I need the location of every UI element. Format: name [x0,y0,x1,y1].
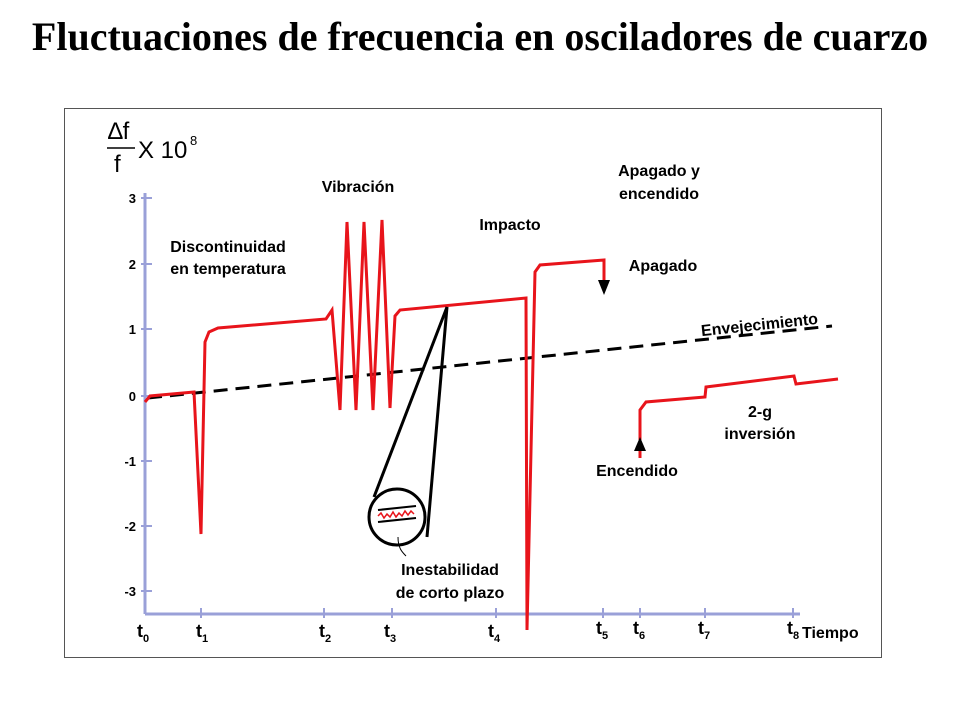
x-tick-label-t7: t7 [698,618,710,642]
label-temperature-line1: Discontinuidad [170,239,286,256]
x-tick-label-t1: t1 [196,621,208,645]
label-on: Encendido [596,463,678,480]
trace-temperature-vibration [143,219,392,535]
y-tick-label: 0 [129,389,136,404]
zoom-bound-upper [377,505,417,511]
zoom-cone-left [372,306,449,498]
frequency-trace [143,219,839,631]
label-inversion-line2: inversión [724,426,795,443]
y-tick-label: -1 [124,454,136,469]
y-ticks: 3 2 1 0 -1 -2 -3 [124,191,152,599]
y-tick-label: -2 [124,519,136,534]
x-tick-label-t4: t4 [488,621,501,645]
aging-line [147,324,833,400]
x-tick-label-t5: t5 [596,618,608,642]
x-axis-label: Tiempo [802,625,859,642]
short-term-zoom [367,306,449,557]
y-tick-label: 1 [129,322,136,337]
trace-on-inversion [638,374,839,440]
label-shortterm-line2: de corto plazo [396,585,505,602]
label-shortterm-line1: Inestabilidad [401,562,499,579]
zoom-bound-lower [377,517,417,523]
x-tick-label-t3: t3 [384,621,396,645]
x-tick-label-t8: t8 [787,618,799,642]
axes [143,193,800,616]
label-offon-line2: encendido [619,186,699,203]
label-aging: Envejecimiento [700,311,819,340]
y-axis-multiplier: X 10 [138,137,187,164]
annotations: Discontinuidad en temperatura Vibración … [170,163,819,602]
y-axis-denominator: f [114,151,121,178]
off-arrow-icon [598,280,610,295]
x-tick-label-t6: t6 [633,618,645,642]
label-shock: Impacto [479,217,541,234]
x-tick-labels: t0 t1 t2 t3 t4 t5 t6 t7 t8 Tiempo [137,618,859,645]
zoom-cone-right [425,306,449,538]
x-tick-label-t2: t2 [319,621,331,645]
y-tick-label: 2 [129,257,136,272]
zoom-noise-trace [377,509,415,520]
label-temperature-line2: en temperatura [170,261,286,278]
label-offon-line1: Apagado y [618,163,700,180]
y-tick-label: -3 [124,584,136,599]
arrows [598,280,646,458]
y-tick-label: 3 [129,191,136,206]
label-vibration: Vibración [322,179,395,196]
trace-shock-off [388,258,606,631]
x-tick-label-t0: t0 [137,621,149,645]
diagram-panel [64,108,882,658]
y-axis-numerator: ∆f [108,118,130,145]
label-off: Apagado [629,258,698,275]
x-ticks [200,608,794,618]
y-axis-exponent: 8 [190,133,197,148]
zoom-circle [367,487,427,547]
page-title: Fluctuaciones de frecuencia en oscilador… [31,14,929,59]
label-inversion-line1: 2-g [748,404,772,421]
zoom-pointer [397,536,407,557]
on-arrow-icon [634,437,646,451]
